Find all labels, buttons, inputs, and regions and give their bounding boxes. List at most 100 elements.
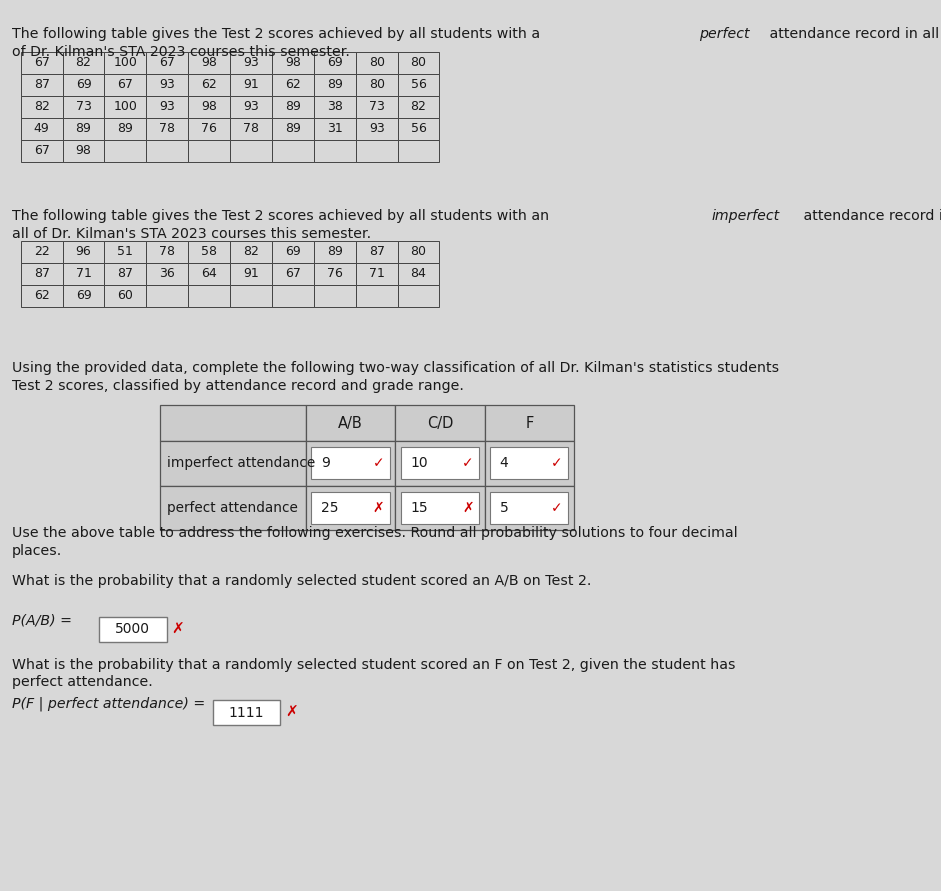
Bar [188,284,230,307]
Bar [188,241,230,263]
Bar [62,140,104,161]
Text: What is the probability that a randomly selected student scored an A/B on Test 2: What is the probability that a randomly … [12,574,592,588]
Text: 82: 82 [34,100,50,113]
Text: 89: 89 [118,122,134,135]
Bar [62,263,104,284]
Bar [485,441,574,486]
Bar [314,52,356,74]
Bar [356,52,397,74]
Text: 98: 98 [75,144,91,157]
Text: 69: 69 [75,289,91,302]
Text: 62: 62 [34,289,50,302]
Text: 82: 82 [410,100,426,113]
Text: 93: 93 [243,56,259,69]
Text: 98: 98 [285,56,301,69]
Text: ✗: ✗ [171,622,184,636]
Text: perfect: perfect [699,27,750,41]
Bar [356,140,397,161]
Text: 62: 62 [201,78,217,91]
Text: ✗: ✗ [285,706,298,720]
Bar [62,284,104,307]
Bar [314,74,356,95]
Text: 96: 96 [75,245,91,258]
Text: P(F | perfect attendance) =: P(F | perfect attendance) = [12,697,205,711]
Text: 5000: 5000 [115,622,151,636]
Text: 93: 93 [159,78,175,91]
Bar [62,74,104,95]
Bar [62,241,104,263]
Text: 80: 80 [369,56,385,69]
Text: The following table gives the Test 2 scores achieved by all students with a: The following table gives the Test 2 sco… [12,27,545,41]
Text: 56: 56 [410,122,426,135]
Bar [21,118,62,140]
Bar [62,52,104,74]
Text: 78: 78 [159,122,175,135]
Text: 58: 58 [201,245,217,258]
Text: 31: 31 [327,122,343,135]
Bar [230,284,272,307]
Text: 5: 5 [500,501,508,515]
Text: attendance record in all: attendance record in all [765,27,939,41]
Text: 78: 78 [243,122,259,135]
Bar [356,241,397,263]
Bar [230,52,272,74]
Bar [188,74,230,95]
Text: 89: 89 [327,245,343,258]
Bar [397,118,439,140]
Text: 84: 84 [410,267,426,280]
Text: ✓: ✓ [373,456,384,470]
Text: 15: 15 [410,501,428,515]
Bar [230,74,272,95]
Text: 67: 67 [118,78,134,91]
Bar [397,140,439,161]
Text: 22: 22 [34,245,50,258]
Bar [306,486,395,530]
Text: imperfect: imperfect [711,209,779,224]
Text: 91: 91 [243,267,259,280]
Bar [104,263,146,284]
Bar [147,140,188,161]
Bar [397,241,439,263]
Text: A/B: A/B [338,416,363,430]
Text: 87: 87 [369,245,385,258]
Bar [188,263,230,284]
Bar [147,74,188,95]
Text: 73: 73 [75,100,91,113]
Text: attendance record in: attendance record in [799,209,941,224]
Bar [104,95,146,118]
Text: Using the provided data, complete the following two-way classification of all Dr: Using the provided data, complete the fo… [12,361,779,375]
Bar [160,441,306,486]
Text: 89: 89 [285,100,301,113]
Bar [356,263,397,284]
Bar [188,118,230,140]
Text: 100: 100 [114,100,137,113]
Text: 93: 93 [159,100,175,113]
Bar [147,284,188,307]
Bar [147,118,188,140]
Bar [21,95,62,118]
Bar [272,118,313,140]
Bar [230,263,272,284]
Bar [104,241,146,263]
Text: places.: places. [12,544,62,558]
Bar [272,74,313,95]
Text: ✓: ✓ [462,456,473,470]
Bar [21,52,62,74]
Bar [230,95,272,118]
Text: What is the probability that a randomly selected student scored an F on Test 2, : What is the probability that a randomly … [12,658,736,672]
Text: imperfect attendance: imperfect attendance [167,456,316,470]
Bar [188,52,230,74]
Bar [485,405,574,441]
Bar [272,52,313,74]
Text: 38: 38 [327,100,343,113]
Text: 89: 89 [285,122,301,135]
Text: 69: 69 [327,56,343,69]
Text: 82: 82 [75,56,91,69]
Text: 1111: 1111 [229,706,264,720]
Bar [356,95,397,118]
Bar [230,118,272,140]
Bar [62,118,104,140]
Text: 67: 67 [285,267,301,280]
Bar [490,447,568,479]
Text: 36: 36 [159,267,175,280]
